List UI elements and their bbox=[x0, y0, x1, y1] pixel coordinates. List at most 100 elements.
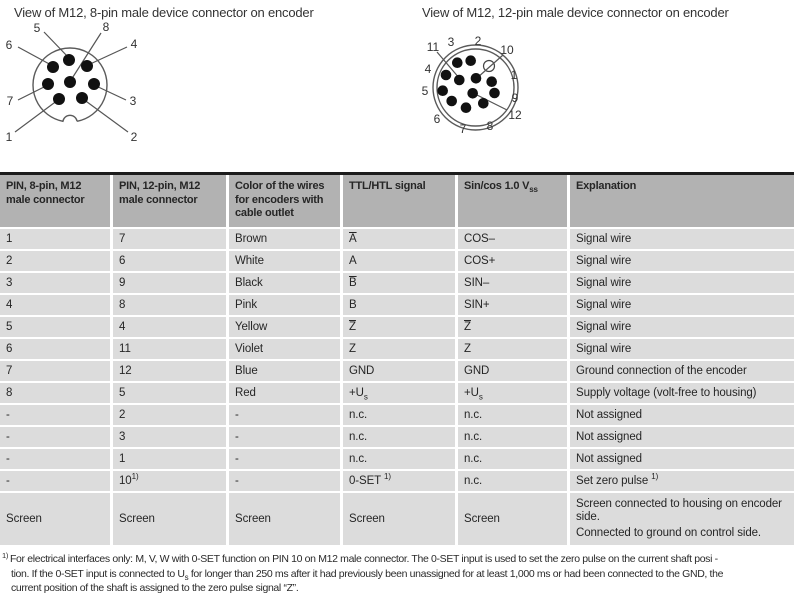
leader-line bbox=[476, 54, 504, 79]
table-row: 3 9 Black B SIN– Signal wire bbox=[0, 273, 794, 295]
pin-label: 10 bbox=[500, 43, 514, 57]
connector-12pin-diagram: 11 3 2 10 4 1 5 9 6 12 7 8 bbox=[422, 34, 522, 136]
table-cell: 12 bbox=[113, 361, 229, 383]
table-cell: Pink bbox=[229, 295, 343, 317]
table-cell: Supply voltage (volt-free to housing) bbox=[570, 383, 794, 405]
connector-12pin-outer-ring bbox=[432, 44, 519, 131]
table-cell: - bbox=[229, 449, 343, 471]
table-cell: - bbox=[229, 405, 343, 427]
table-cell: Ground connection of the encoder bbox=[570, 361, 794, 383]
table-cell: 8 bbox=[0, 383, 113, 405]
footnote-text: tion. If the 0-SET input is connected to… bbox=[11, 567, 185, 580]
pin-label: 7 bbox=[460, 122, 467, 136]
pin-label: 6 bbox=[434, 112, 441, 126]
pin-dot bbox=[452, 57, 463, 68]
table-cell: Screen bbox=[0, 493, 113, 547]
table-cell: Violet bbox=[229, 339, 343, 361]
coding-hole bbox=[482, 59, 496, 73]
table-cell: Z bbox=[343, 339, 458, 361]
table-cell: B bbox=[343, 295, 458, 317]
table-header-cell: Explanation bbox=[570, 175, 794, 229]
table-cell: 4 bbox=[0, 295, 113, 317]
leader-line bbox=[93, 84, 127, 101]
table-row: 1 7 Brown A COS– Signal wire bbox=[0, 229, 794, 251]
table-cell: - bbox=[0, 471, 113, 493]
pin-dot bbox=[63, 54, 75, 66]
table-row: Screen Screen Screen Screen Screen Screen con… bbox=[0, 493, 794, 547]
table-header-cell: PIN, 8-pin, M12 male connector bbox=[0, 175, 113, 229]
cell-paragraph: Connected to ground on control side. bbox=[576, 527, 761, 539]
pin-label: 9 bbox=[512, 91, 519, 105]
connector-8pin-diagram: 5 8 6 4 7 3 1 2 bbox=[6, 20, 138, 144]
pin-label: 5 bbox=[34, 21, 41, 35]
table-cell: Yellow bbox=[229, 317, 343, 339]
table-cell: Red bbox=[229, 383, 343, 405]
pin-dot bbox=[47, 61, 59, 73]
table-cell: n.c. bbox=[458, 471, 570, 493]
table-cell: - bbox=[0, 405, 113, 427]
table-cell: 9 bbox=[113, 273, 229, 295]
table-cell: Set zero pulse 1) bbox=[570, 471, 794, 493]
leader-line bbox=[17, 46, 54, 67]
table-cell: Signal wire bbox=[570, 273, 794, 295]
footnote-line: current position of the shaft is assigne… bbox=[2, 581, 794, 596]
pin-label: 4 bbox=[131, 37, 138, 51]
table-cell: Screen bbox=[458, 493, 570, 547]
pin-label: 1 bbox=[6, 130, 13, 144]
table-cell: n.c. bbox=[458, 449, 570, 471]
table-cell: - bbox=[229, 427, 343, 449]
table-row: 6 11 Violet Z Z Signal wire bbox=[0, 339, 794, 361]
pin-dot bbox=[478, 98, 489, 109]
table-cell: 2 bbox=[113, 405, 229, 427]
table-header-cell: Sin/cos 1.0 Vss bbox=[458, 175, 570, 229]
table-cell: n.c. bbox=[343, 405, 458, 427]
table-cell: COS– bbox=[458, 229, 570, 251]
table-row: -2- n.c. n.c. Not assigned bbox=[0, 405, 794, 427]
pin-dot bbox=[460, 102, 472, 113]
table-cell: Signal wire bbox=[570, 295, 794, 317]
pin-dot bbox=[467, 88, 479, 99]
pin-label: 2 bbox=[475, 34, 482, 48]
table-cell: n.c. bbox=[458, 427, 570, 449]
footnote-marker: 1) bbox=[2, 550, 8, 560]
pin-label: 3 bbox=[130, 94, 137, 108]
pin-label: 2 bbox=[131, 130, 138, 144]
table-cell: +Us bbox=[343, 383, 458, 405]
pin-label: 7 bbox=[7, 94, 14, 108]
table-cell: Blue bbox=[229, 361, 343, 383]
table-cell: Screen bbox=[343, 493, 458, 547]
table-cell: B bbox=[343, 273, 458, 295]
pin-label: 6 bbox=[6, 38, 13, 52]
pin-dot bbox=[437, 85, 449, 96]
table-cell: Black bbox=[229, 273, 343, 295]
table-cell: +Us bbox=[458, 383, 570, 405]
pin-dot bbox=[486, 76, 498, 87]
leader-line bbox=[14, 99, 59, 133]
footnote-line: 1) For electrical interfaces only: M, V, … bbox=[2, 550, 794, 567]
table-cell: Not assigned bbox=[570, 405, 794, 427]
pin-label: 11 bbox=[427, 40, 440, 54]
footnote: 1) For electrical interfaces only: M, V, … bbox=[2, 550, 794, 596]
pin-dot bbox=[440, 69, 452, 81]
table-header-cell: TTL/HTL signal bbox=[343, 175, 458, 229]
table-cell: 5 bbox=[0, 317, 113, 339]
pin-dot bbox=[446, 95, 458, 107]
pin-label: 8 bbox=[103, 20, 110, 34]
leader-line bbox=[474, 93, 508, 111]
table-cell: COS+ bbox=[458, 251, 570, 273]
pin-dot bbox=[454, 74, 465, 86]
table-cell: 2 bbox=[0, 251, 113, 273]
table-cell: Z bbox=[458, 317, 570, 339]
table-cell: 0-SET 1) bbox=[343, 471, 458, 493]
table-cell: n.c. bbox=[343, 449, 458, 471]
table-cell: Not assigned bbox=[570, 449, 794, 471]
footnote-text: for longer than 250 ms after it had prev… bbox=[188, 567, 724, 580]
leader-line bbox=[70, 32, 102, 81]
footnote-line: tion. If the 0-SET input is connected to… bbox=[2, 567, 794, 582]
table-header-cell: PIN, 12-pin, M12 male connector bbox=[113, 175, 229, 229]
table-row: 2 6 White A COS+ Signal wire bbox=[0, 251, 794, 273]
table-cell: 5 bbox=[113, 383, 229, 405]
table-cell: 7 bbox=[0, 361, 113, 383]
pin-dot bbox=[76, 92, 88, 104]
pin-dot bbox=[42, 78, 54, 90]
